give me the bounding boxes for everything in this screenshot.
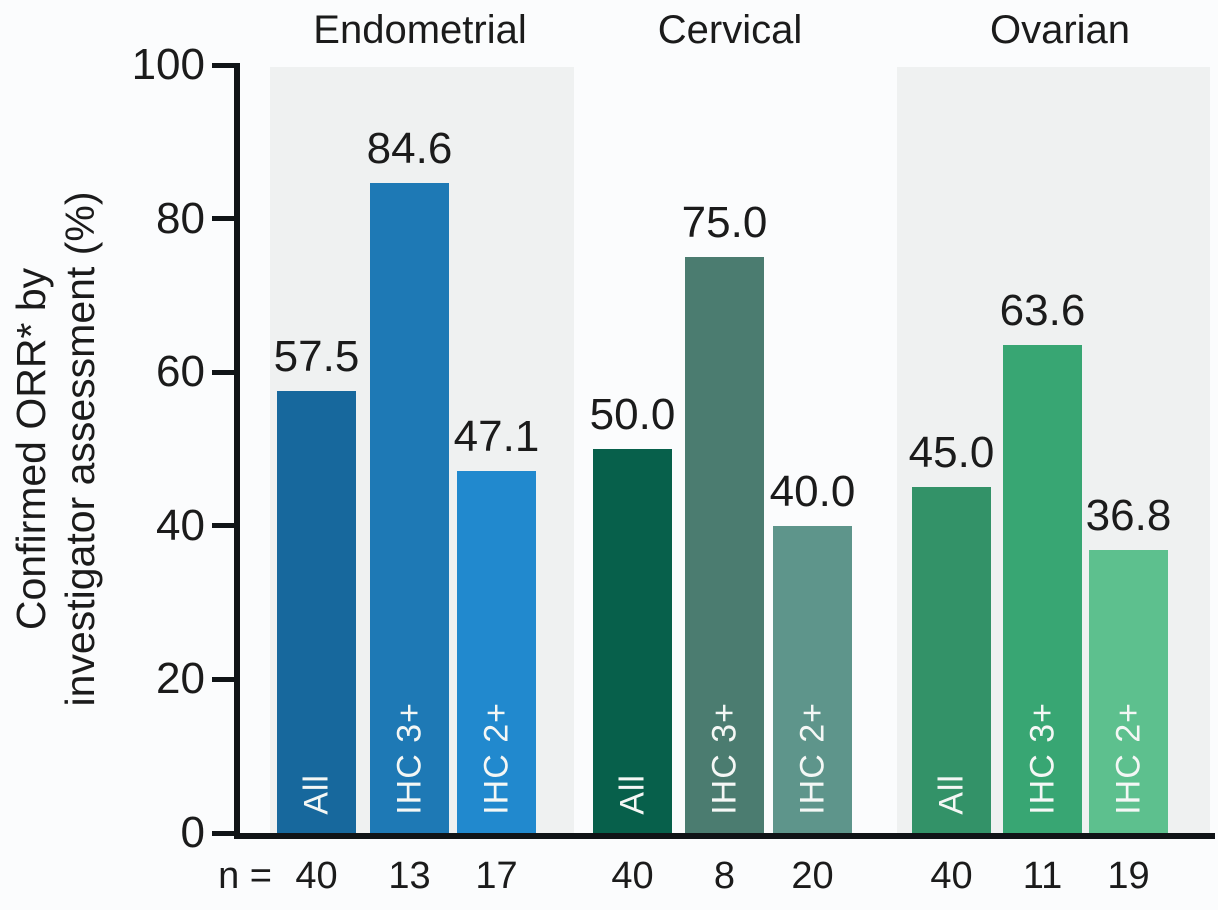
- bar-category-label: IHC 3+: [1023, 702, 1061, 815]
- y-tick-label-20: 20: [156, 654, 205, 704]
- bar-n-label: 19: [1107, 855, 1150, 897]
- y-axis-line: [234, 63, 240, 836]
- y-tick-80: [212, 216, 234, 222]
- group-title-cervical: Cervical: [657, 8, 803, 52]
- bar-n-label: 11: [1022, 855, 1063, 897]
- bar-category-label: All: [932, 774, 970, 815]
- y-tick-label-0: 0: [180, 808, 205, 857]
- bar-value-label: 40.0: [769, 466, 856, 516]
- bar-n-label: 40: [611, 855, 654, 897]
- bar-endometrial-all: All: [277, 391, 356, 833]
- bar-n-label: 17: [475, 855, 518, 897]
- y-tick-label-60: 60: [156, 347, 205, 397]
- bar-value-label: 57.5: [273, 332, 360, 382]
- bar-cervical-ihc-3+: IHC 3+: [685, 257, 764, 833]
- bar-n-label: 13: [388, 855, 431, 897]
- bar-n-label: 40: [930, 855, 973, 897]
- y-tick-60: [212, 369, 234, 375]
- bar-value-label: 63.6: [999, 285, 1086, 335]
- bar-value-label: 45.0: [908, 428, 995, 478]
- bar-n-label: 8: [713, 855, 736, 897]
- bar-category-label: IHC 3+: [705, 702, 743, 815]
- bar-ovarian-ihc-2+: IHC 2+: [1089, 550, 1168, 833]
- y-axis-title-line-2: investigator assessment (%): [57, 191, 103, 707]
- n-row-prefix: n =: [218, 855, 272, 897]
- bar-value-label: 36.8: [1085, 491, 1172, 541]
- y-tick-40: [212, 523, 234, 529]
- bar-cervical-all: All: [593, 449, 672, 833]
- bar-category-label: All: [297, 774, 335, 815]
- y-tick-label-80: 80: [156, 193, 205, 243]
- bar-value-label: 50.0: [589, 390, 676, 439]
- bar-category-label: IHC 2+: [477, 702, 515, 815]
- bar-category-label: IHC 2+: [793, 702, 831, 815]
- y-tick-0: [212, 830, 234, 836]
- bar-category-label: IHC 2+: [1109, 702, 1147, 815]
- bar-n-label: 20: [791, 855, 834, 897]
- bar-ovarian-ihc-3+: IHC 3+: [1003, 344, 1082, 833]
- y-tick-20: [212, 676, 234, 682]
- y-tick-label-40: 40: [156, 500, 205, 550]
- bar-category-label: IHC 3+: [390, 702, 428, 815]
- group-title-ovarian: Ovarian: [989, 8, 1131, 52]
- bar-n-label: 40: [295, 855, 338, 897]
- bar-endometrial-ihc-2+: IHC 2+: [457, 471, 536, 833]
- y-tick-100: [212, 62, 234, 68]
- y-axis-title: Confirmed ORR* by investigator assessmen…: [7, 0, 107, 899]
- y-axis-title-line-1: Confirmed ORR* by: [8, 267, 54, 631]
- bar-cervical-ihc-2+: IHC 2+: [773, 525, 852, 833]
- x-axis-line: [234, 833, 1215, 839]
- bar-value-label: 75.0: [681, 198, 768, 247]
- bar-value-label: 47.1: [453, 412, 540, 462]
- bar-ovarian-all: All: [912, 487, 991, 833]
- bar-value-label: 84.6: [366, 124, 453, 174]
- bar-category-label: All: [613, 774, 651, 815]
- y-tick-label-100: 100: [131, 40, 205, 89]
- bar-endometrial-ihc-3+: IHC 3+: [370, 183, 449, 833]
- group-title-endometrial: Endometrial: [313, 8, 527, 52]
